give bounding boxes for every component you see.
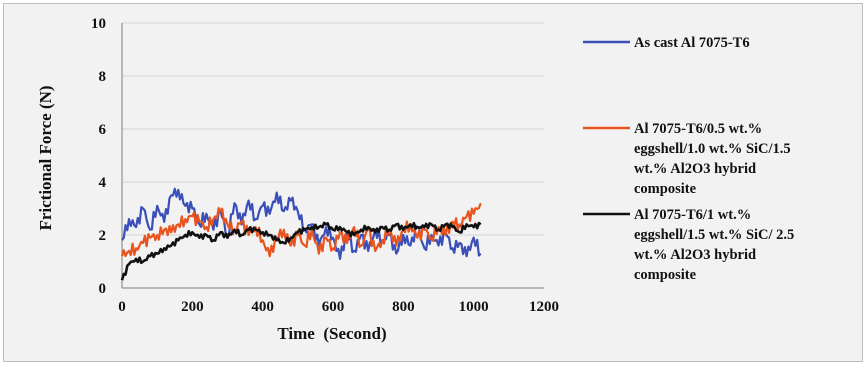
x-tick-label: 1000 xyxy=(459,299,489,315)
x-tick-label: 0 xyxy=(118,299,126,315)
legend: As cast Al 7075-T6 Al 7075-T6/0.5 wt.% egg… xyxy=(583,35,794,283)
y-tick-label: 6 xyxy=(99,122,107,138)
y-tick-labels: 0 2 4 6 8 10 xyxy=(91,16,107,297)
x-axis-label: Time (Second) xyxy=(277,324,386,343)
legend-label-line: Al 7075-T6/1 wt.% xyxy=(634,207,751,223)
x-tick-label: 800 xyxy=(392,299,415,315)
legend-label-line: eggshell/1.5 wt.% SiC/ 2.5 xyxy=(634,227,794,243)
x-tick-label: 200 xyxy=(181,299,204,315)
y-tick-label: 8 xyxy=(99,69,107,85)
x-tick-label: 400 xyxy=(251,299,274,315)
gridlines xyxy=(122,22,544,236)
x-tick-label: 600 xyxy=(322,299,345,315)
series-line-3 xyxy=(120,221,482,281)
y-tick-label: 2 xyxy=(99,228,107,244)
y-tick-label: 0 xyxy=(99,281,107,297)
series-line-2 xyxy=(120,202,482,258)
y-axis-label: Frictional Force (N) xyxy=(36,85,55,230)
legend-label-line: composite xyxy=(634,267,697,283)
y-tick-label: 4 xyxy=(99,175,107,191)
legend-label-line: wt.% Al2O3 hybrid xyxy=(634,247,756,263)
legend-label-line: wt.% Al2O3 hybrid xyxy=(634,161,756,177)
legend-label-line: Al 7075-T6/0.5 wt.% xyxy=(634,121,762,137)
axes xyxy=(121,23,544,289)
y-tick-label: 10 xyxy=(91,16,106,32)
legend-label-line: eggshell/1.0 wt.% SiC/1.5 xyxy=(634,141,791,157)
legend-label-line: composite xyxy=(634,181,697,197)
x-tick-label: 1200 xyxy=(529,299,559,315)
series-lines xyxy=(120,187,482,281)
legend-label-line: As cast Al 7075-T6 xyxy=(634,35,750,51)
x-tick-labels: 0 200 400 600 800 1000 1200 xyxy=(118,299,559,315)
